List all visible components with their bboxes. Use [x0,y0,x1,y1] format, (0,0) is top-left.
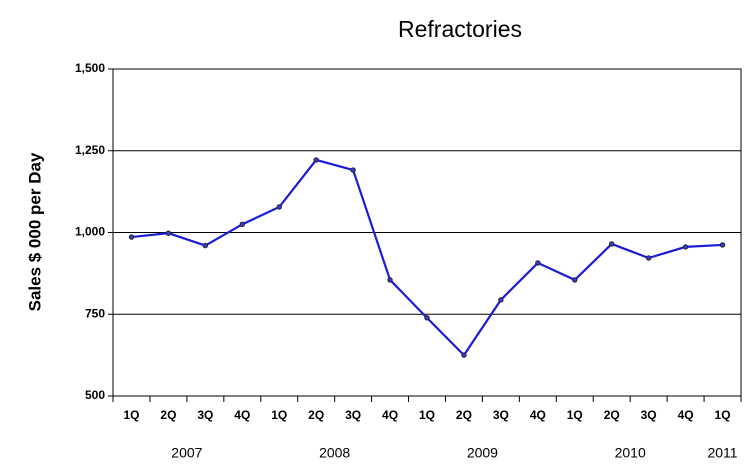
data-point [498,297,504,303]
data-point [424,315,430,321]
x-group-label: 2009 [467,445,498,461]
data-point [128,234,135,240]
x-tick-label: 1Q [715,408,731,422]
x-group-label: 2007 [171,445,202,461]
x-tick-label: 4Q [382,408,398,422]
data-point [165,230,172,236]
x-tick-label: 2Q [160,408,176,422]
data-point [719,242,726,248]
data-point [645,255,652,261]
data-point [202,242,209,249]
x-tick-label: 2Q [456,408,472,422]
data-point [572,277,578,283]
x-group-label: 2011 [707,445,737,461]
data-point [239,221,245,228]
y-tick-label: 1,000 [75,225,105,239]
x-tick-label: 4Q [530,408,546,422]
data-point [461,352,467,358]
data-point [682,244,689,250]
data-point [387,277,393,283]
x-group-label: 2010 [615,445,646,461]
x-tick-label: 1Q [419,408,435,422]
x-tick-label: 1Q [123,408,139,422]
x-tick-label: 1Q [271,408,287,422]
data-point [350,167,356,173]
y-tick-label: 500 [85,388,105,402]
x-tick-label: 2Q [308,408,324,422]
y-tick-label: 1,250 [75,143,105,157]
x-tick-label: 3Q [493,408,509,422]
y-tick-label: 750 [85,306,105,320]
x-tick-label: 3Q [641,408,657,422]
chart-title: Refractories [398,16,522,42]
data-point [313,157,319,163]
plot-frame [112,68,742,397]
x-tick-label: 4Q [678,408,694,422]
x-tick-label: 3Q [345,408,361,422]
x-group-label: 2008 [319,445,350,461]
series-line [131,158,723,357]
x-tick-label: 1Q [567,408,583,422]
x-tick-label: 3Q [197,408,213,422]
data-point [535,260,541,266]
x-tick-label: 2Q [604,408,620,422]
y-tick-label: 1,500 [75,61,105,75]
data-point [609,241,615,247]
x-tick-label: 4Q [234,408,250,422]
data-point [276,204,282,210]
y-axis-label: Sales $ 000 per Day [25,152,44,311]
